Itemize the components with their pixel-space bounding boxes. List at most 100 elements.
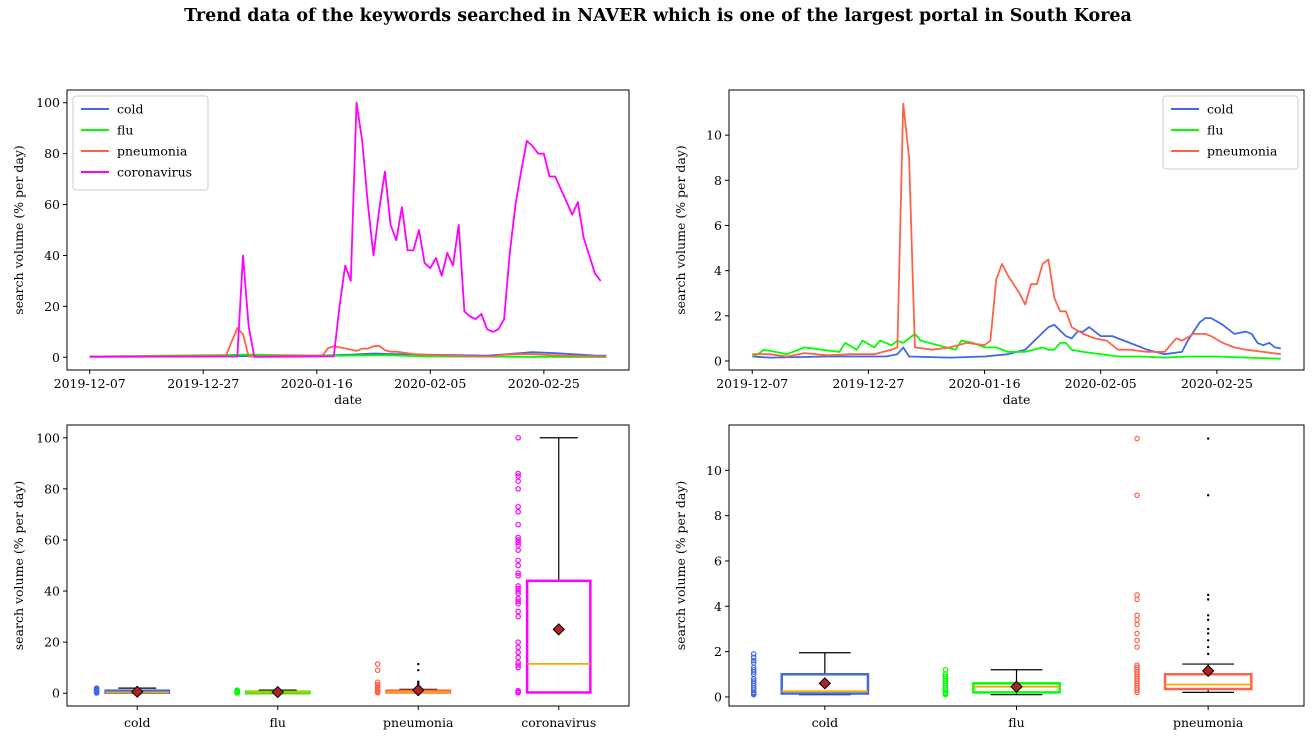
data-point xyxy=(515,613,521,620)
y-tick-label: 0 xyxy=(52,686,60,701)
data-point xyxy=(515,562,521,569)
outlier-point xyxy=(1206,593,1210,597)
x-tick-label: 2020-01-16 xyxy=(281,376,353,391)
y-tick-label: 8 xyxy=(714,508,722,523)
x-tick-label: 2019-12-27 xyxy=(832,376,904,391)
data-point xyxy=(515,534,521,541)
data-point xyxy=(374,667,381,674)
data-point xyxy=(1134,630,1140,637)
data-point xyxy=(515,608,521,615)
data-point xyxy=(515,539,521,546)
data-point xyxy=(515,654,521,661)
data-point xyxy=(1134,492,1140,499)
data-point xyxy=(234,687,240,693)
data-point xyxy=(374,679,381,686)
data-point xyxy=(515,503,521,510)
data-point xyxy=(515,557,521,564)
outlier-point xyxy=(1206,632,1210,635)
x-tick-label: 2019-12-27 xyxy=(167,376,239,391)
legend-label-flu: flu xyxy=(1207,123,1223,138)
outlier-point xyxy=(417,680,420,683)
series-line-pneumonia xyxy=(89,327,607,358)
legend-label-cold: cold xyxy=(117,102,144,117)
axes-frame xyxy=(66,89,630,371)
x-tick-label-flu: flu xyxy=(270,715,286,730)
x-tick-label-cold: cold xyxy=(812,715,839,730)
x-tick-label: 2020-01-16 xyxy=(949,376,1021,391)
y-tick-label: 0 xyxy=(52,350,60,365)
axes-frame xyxy=(728,89,1305,371)
data-point xyxy=(515,649,521,656)
y-tick-label: 100 xyxy=(36,430,60,445)
y-tick-label: 4 xyxy=(714,599,722,614)
x-tick-label: 2020-02-25 xyxy=(1181,376,1253,391)
data-point xyxy=(515,598,521,605)
data-point xyxy=(515,542,521,548)
outlier-point xyxy=(417,662,420,666)
mean-marker xyxy=(818,677,832,690)
data-point xyxy=(515,572,521,579)
data-point xyxy=(515,595,521,602)
outlier-point xyxy=(1206,639,1210,642)
mean-marker xyxy=(412,683,425,697)
outlier-point xyxy=(1206,652,1210,656)
box-pneumonia xyxy=(1134,435,1253,696)
data-point xyxy=(515,470,521,477)
data-point xyxy=(515,585,521,592)
y-tick-label: 80 xyxy=(44,146,60,161)
y-tick-label: 10 xyxy=(706,463,722,478)
data-point xyxy=(750,654,757,661)
mean-marker xyxy=(1010,680,1023,693)
y-axis-label: search volume (% per day) xyxy=(673,145,688,315)
outlier-point xyxy=(1206,494,1210,497)
outlier-point xyxy=(1206,645,1210,649)
data-point xyxy=(1134,637,1140,644)
box-flu xyxy=(234,685,311,699)
legend: cold flu pneumonia coronavirus xyxy=(72,95,209,191)
data-point xyxy=(515,509,521,515)
y-tick-label: 2 xyxy=(714,644,722,659)
legend-label-pneumonia: pneumonia xyxy=(117,144,188,159)
y-tick-label: 20 xyxy=(44,635,60,650)
box-body xyxy=(780,673,870,695)
y-axis-label: search volume (% per day) xyxy=(11,145,26,315)
outlier-point xyxy=(1206,627,1210,631)
x-tick-label: 2019-12-07 xyxy=(54,376,126,391)
x-axis-label: date xyxy=(1003,392,1031,407)
box-body xyxy=(525,579,592,694)
y-tick-label: 100 xyxy=(36,95,60,110)
data-point xyxy=(1134,612,1140,619)
box-cold xyxy=(93,685,171,698)
data-point xyxy=(1134,662,1140,669)
data-point xyxy=(515,662,521,668)
data-point xyxy=(1134,664,1140,671)
data-point xyxy=(1134,435,1140,442)
y-axis-label: search volume (% per day) xyxy=(673,481,688,651)
x-tick-label: 2020-02-05 xyxy=(394,376,466,391)
outlier-point xyxy=(417,669,420,672)
y-tick-label: 40 xyxy=(44,584,60,599)
data-point xyxy=(515,434,521,441)
legend: cold flu pneumonia xyxy=(1162,95,1299,170)
data-point xyxy=(515,547,521,553)
y-tick-label: 6 xyxy=(714,218,722,233)
y-tick-label: 6 xyxy=(714,553,722,568)
legend-label-flu: flu xyxy=(117,123,133,138)
outlier-point xyxy=(1206,618,1210,622)
x-tick-label-flu: flu xyxy=(1008,715,1024,730)
chart-panel-4: 0 2 4 6 8 10 search volume (% per day) cold flu p… xyxy=(673,424,1305,730)
box-flu xyxy=(942,666,1061,698)
data-point xyxy=(374,661,381,667)
data-point xyxy=(1134,644,1140,650)
data-point xyxy=(515,588,521,594)
data-point xyxy=(515,664,521,671)
data-point xyxy=(750,651,757,657)
data-point xyxy=(515,583,521,589)
data-point xyxy=(93,685,100,691)
y-tick-label: 8 xyxy=(714,173,722,188)
series-line-pneumonia xyxy=(752,102,1281,358)
data-point xyxy=(515,473,521,479)
data-point xyxy=(942,666,949,673)
data-point xyxy=(515,486,521,492)
